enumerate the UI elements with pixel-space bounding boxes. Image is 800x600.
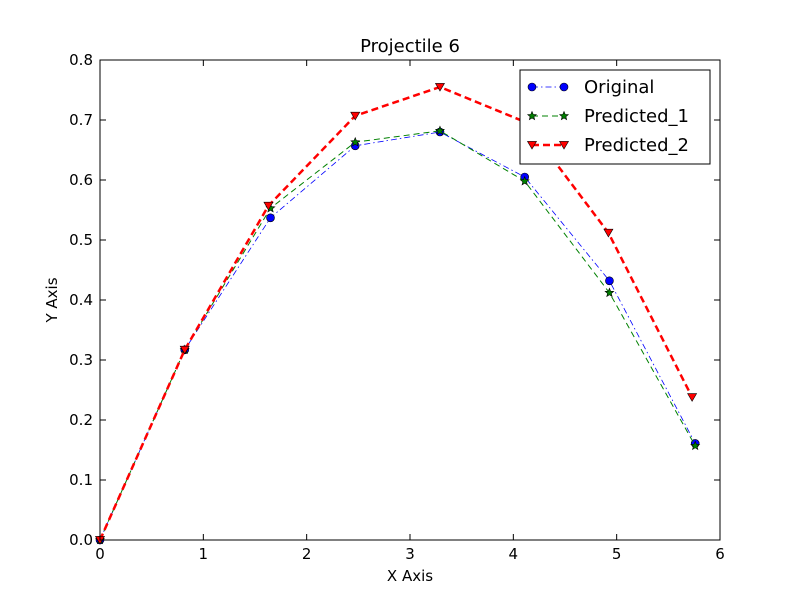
legend-marker [526, 141, 538, 150]
data-point [179, 345, 190, 355]
y-tick-label: 0.7 [69, 111, 93, 129]
legend-marker [559, 82, 569, 92]
y-tick-label: 0.2 [69, 411, 93, 429]
data-point [687, 393, 698, 402]
y-tick-label: 0.8 [69, 51, 93, 69]
data-point [263, 201, 274, 211]
data-point [604, 287, 615, 298]
legend-label: Predicted_1 [584, 106, 689, 127]
plot-area: 0 1 2 3 4 5 6 0.0 0.1 0.2 0.3 0.4 0.5 0.6 0.7 0.8 [69, 51, 725, 563]
y-tick-label: 0.5 [69, 231, 93, 249]
legend-box [519, 69, 711, 165]
series-line [99, 131, 696, 541]
data-point [519, 175, 530, 186]
data-point [603, 228, 614, 238]
data-point [266, 213, 275, 223]
y-tick-label: 0.1 [69, 471, 93, 489]
axes-frame [99, 59, 721, 541]
x-tick-label: 0 [95, 545, 105, 563]
y-tick-label: 0.3 [69, 351, 93, 369]
data-point [605, 276, 614, 286]
x-tick-label: 6 [715, 545, 725, 563]
x-tick-label: 5 [612, 545, 622, 563]
y-tick-label: 0.6 [69, 171, 93, 189]
y-axis-label: Y Axis [43, 277, 61, 323]
legend-marker [558, 141, 570, 150]
legend-marker [526, 110, 538, 121]
y-tick-label: 0.4 [69, 291, 93, 309]
legend-label: Predicted_2 [584, 135, 689, 156]
x-tick-label: 2 [302, 545, 312, 563]
data-point [434, 125, 446, 136]
x-tick-label: 3 [405, 545, 415, 563]
data-point [350, 111, 361, 121]
data-point [434, 83, 445, 92]
chart-title: Projectile 6 [360, 36, 460, 57]
series-line [98, 85, 694, 541]
data-point [690, 440, 701, 451]
legend-label: Original [584, 77, 654, 98]
series-predicted-2 [94, 83, 698, 545]
legend-marker [558, 110, 570, 121]
legend-marker [527, 82, 537, 92]
legend: Original Predicted_1 Predicted_2 [519, 69, 711, 165]
x-axis-label: X Axis [387, 567, 433, 585]
x-tick-label: 4 [509, 545, 519, 563]
y-tick-label: 0.0 [69, 531, 93, 549]
x-tick-label: 1 [199, 545, 209, 563]
data-point [350, 136, 361, 147]
